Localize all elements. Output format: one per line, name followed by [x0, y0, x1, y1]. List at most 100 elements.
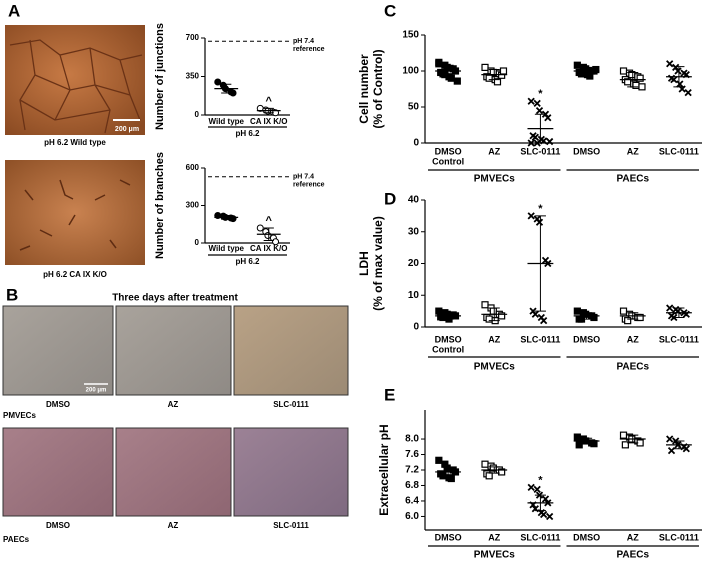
error-bar: [581, 437, 593, 445]
error-bar: [534, 113, 546, 144]
data-point: [672, 63, 680, 72]
data-point: [682, 445, 690, 453]
data-point: [498, 468, 506, 476]
y-tick-label: 350: [186, 72, 200, 81]
significance-mark: ^: [266, 95, 273, 107]
error-bar: [442, 312, 454, 320]
panel-label: E: [384, 385, 395, 404]
data-point: [493, 78, 502, 86]
data-point: [535, 106, 544, 115]
y-tick-label: 30: [408, 226, 420, 237]
error-bar: [263, 227, 274, 241]
group-label: PMVECs: [474, 362, 516, 373]
reference-label: reference: [293, 182, 325, 189]
y-tick-label: 6.0: [405, 511, 419, 522]
scale-bar-label: 200 μm: [86, 388, 107, 394]
x-tick-label: DMSO: [573, 532, 600, 542]
x-tick-label: DMSO: [435, 146, 462, 156]
data-point: [533, 99, 541, 108]
significance-mark: *: [538, 88, 543, 100]
x-tick-label: DMSO: [573, 334, 600, 344]
y-tick-label: 0: [195, 110, 200, 119]
error-bar: [534, 215, 546, 312]
panel-label: B: [6, 285, 18, 304]
data-point: [447, 474, 455, 483]
x-tick-label: SLC-0111: [659, 334, 699, 344]
reference-label: pH 7.4: [293, 174, 314, 181]
y-tick-label: 6.4: [405, 496, 419, 507]
x-tick-label: SLC-0111: [520, 334, 560, 344]
x-tick-label: AZ: [488, 146, 500, 156]
error-bar: [673, 307, 685, 318]
reference-label: reference: [293, 46, 325, 53]
y-tick-label: 10: [408, 290, 420, 301]
error-bar: [581, 66, 593, 76]
panel-title: Three days after treatment: [112, 293, 238, 304]
y-tick-label: 20: [408, 258, 420, 269]
data-point: [498, 312, 506, 320]
data-point: [684, 88, 692, 97]
data-point: [485, 315, 493, 323]
data-point: [676, 80, 684, 88]
significance-mark: *: [538, 474, 543, 486]
data-point: [636, 74, 644, 82]
vessel-network: [9, 39, 143, 134]
error-bar: [442, 466, 454, 478]
panel-label: A: [8, 1, 20, 20]
group-label: pH 6.2: [235, 129, 260, 138]
data-point: [435, 307, 443, 315]
data-point: [447, 74, 455, 82]
data-point: [573, 61, 581, 69]
data-point: [619, 431, 628, 439]
data-point: [573, 433, 581, 441]
group-label: PMVECs: [474, 550, 516, 561]
x-tick-label: Control: [432, 156, 464, 166]
data-point: [481, 460, 489, 468]
error-bar: [673, 440, 685, 450]
x-tick-label: CA IX K/O: [250, 244, 287, 253]
y-tick-label: 8.0: [405, 434, 419, 445]
scale-bar-label: 200 μm: [115, 126, 139, 133]
column-label: AZ: [168, 521, 179, 530]
data-point: [435, 60, 443, 68]
y-axis-label: LDH: [357, 251, 371, 276]
significance-mark: *: [538, 203, 543, 215]
data-point: [632, 81, 640, 90]
data-point: [443, 464, 451, 472]
data-point: [621, 441, 629, 449]
error-bar: [627, 71, 639, 88]
data-point: [533, 485, 541, 493]
micrograph: [5, 25, 145, 135]
data-point: [575, 441, 583, 449]
micrograph: [2, 305, 114, 396]
y-tick-label: 0: [413, 322, 419, 333]
x-tick-label: DMSO: [435, 334, 462, 344]
error-bar: [488, 466, 500, 474]
x-tick-label: Wild type: [209, 244, 245, 253]
data-point: [674, 67, 682, 75]
reference-label: pH 7.4: [293, 38, 314, 45]
error-bar: [488, 307, 500, 322]
x-tick-label: AZ: [488, 532, 500, 542]
y-tick-label: 40: [408, 195, 420, 206]
data-point: [499, 67, 508, 75]
error-bar: [488, 69, 500, 81]
data-point: [531, 133, 539, 141]
data-point: [531, 310, 539, 318]
data-point: [636, 313, 644, 322]
group-label: PAECs: [616, 362, 649, 373]
data-point: [540, 317, 548, 325]
y-axis-label: Cell number: [357, 54, 371, 124]
data-point: [485, 472, 493, 480]
x-tick-label: Control: [432, 344, 464, 354]
data-point: [670, 76, 678, 84]
group-label: PAECs: [616, 550, 649, 561]
data-point: [214, 78, 222, 86]
image-caption: pH 6.2 CA IX K/O: [43, 270, 107, 279]
x-tick-label: Wild type: [209, 117, 245, 126]
data-point: [439, 472, 447, 480]
data-point: [272, 238, 280, 246]
y-axis-label: (% of Control): [371, 49, 385, 128]
micrograph: [115, 427, 232, 517]
